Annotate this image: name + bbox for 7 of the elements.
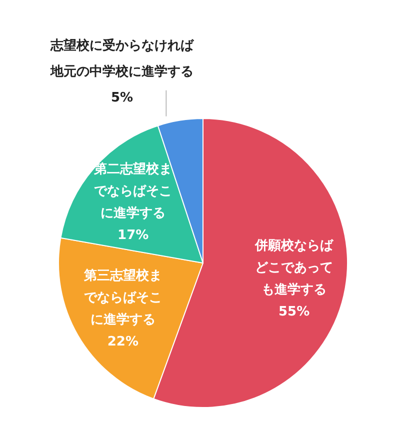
data-label: 5% — [110, 90, 134, 106]
data-label: 55% — [278, 304, 310, 320]
slice-label: 併願校ならばどこであっても進学する — [254, 237, 334, 298]
data-label: 17% — [118, 228, 149, 243]
slice-label: 第三志望校までならばそこに進学する — [82, 268, 162, 328]
slice-label: 志望校に受からなければ地元の中学校に進学する — [50, 38, 194, 80]
data-label: 22% — [107, 334, 138, 350]
